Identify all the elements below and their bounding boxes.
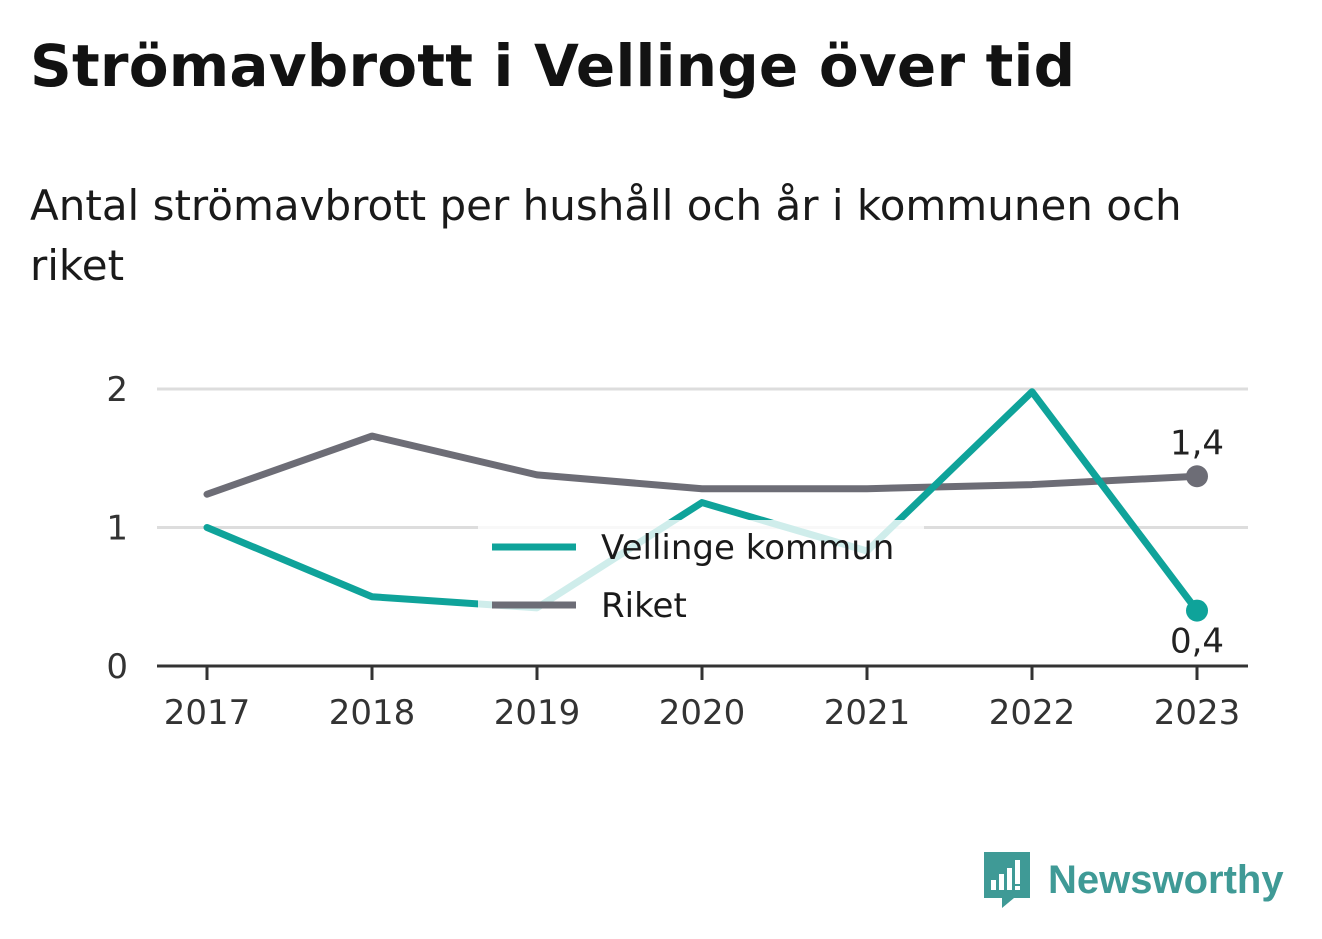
x-tick-label: 2021 — [824, 693, 911, 733]
end-point-vellinge — [1186, 599, 1208, 622]
y-tick-label: 1 — [106, 509, 128, 549]
end-point-riket — [1186, 465, 1208, 488]
series-line-vellinge — [203, 388, 1201, 615]
x-axis: 2017 2018 2019 2020 2021 2022 2023 — [157, 664, 1248, 733]
x-tick-label: 2017 — [164, 693, 251, 733]
line-chart: 0 1 2 Vellinge kommun Riket 2017 2018 2019 202… — [106, 370, 1248, 733]
chart-title: Strömavbrott i Vellinge över tid — [30, 32, 1076, 100]
y-tick-label: 0 — [106, 647, 128, 687]
legend-label-vellinge: Vellinge kommun — [601, 528, 894, 568]
brand-logo: Newsworthy — [980, 850, 1284, 910]
data-label-riket: 1,4 — [1170, 423, 1224, 463]
newsworthy-logo-icon — [984, 852, 1030, 908]
series-line-riket — [203, 432, 1201, 498]
x-tick-label: 2023 — [1154, 693, 1241, 733]
x-tick-label: 2018 — [329, 693, 416, 733]
x-tick-label: 2019 — [494, 693, 581, 733]
y-tick-label: 2 — [106, 370, 128, 410]
legend-box — [478, 520, 924, 632]
data-label-vellinge: 0,4 — [1170, 622, 1224, 662]
x-tick-label: 2022 — [989, 693, 1076, 733]
legend-label-riket: Riket — [601, 586, 687, 626]
brand-name: Newsworthy — [1048, 857, 1284, 902]
series-lines — [203, 388, 1208, 622]
chart-subtitle: Antal strömavbrott per hushåll och år i … — [30, 181, 1182, 290]
legend: Vellinge kommun Riket — [478, 520, 924, 632]
x-tick-label: 2020 — [659, 693, 746, 733]
data-labels: 0,4 1,4 — [1170, 423, 1224, 661]
